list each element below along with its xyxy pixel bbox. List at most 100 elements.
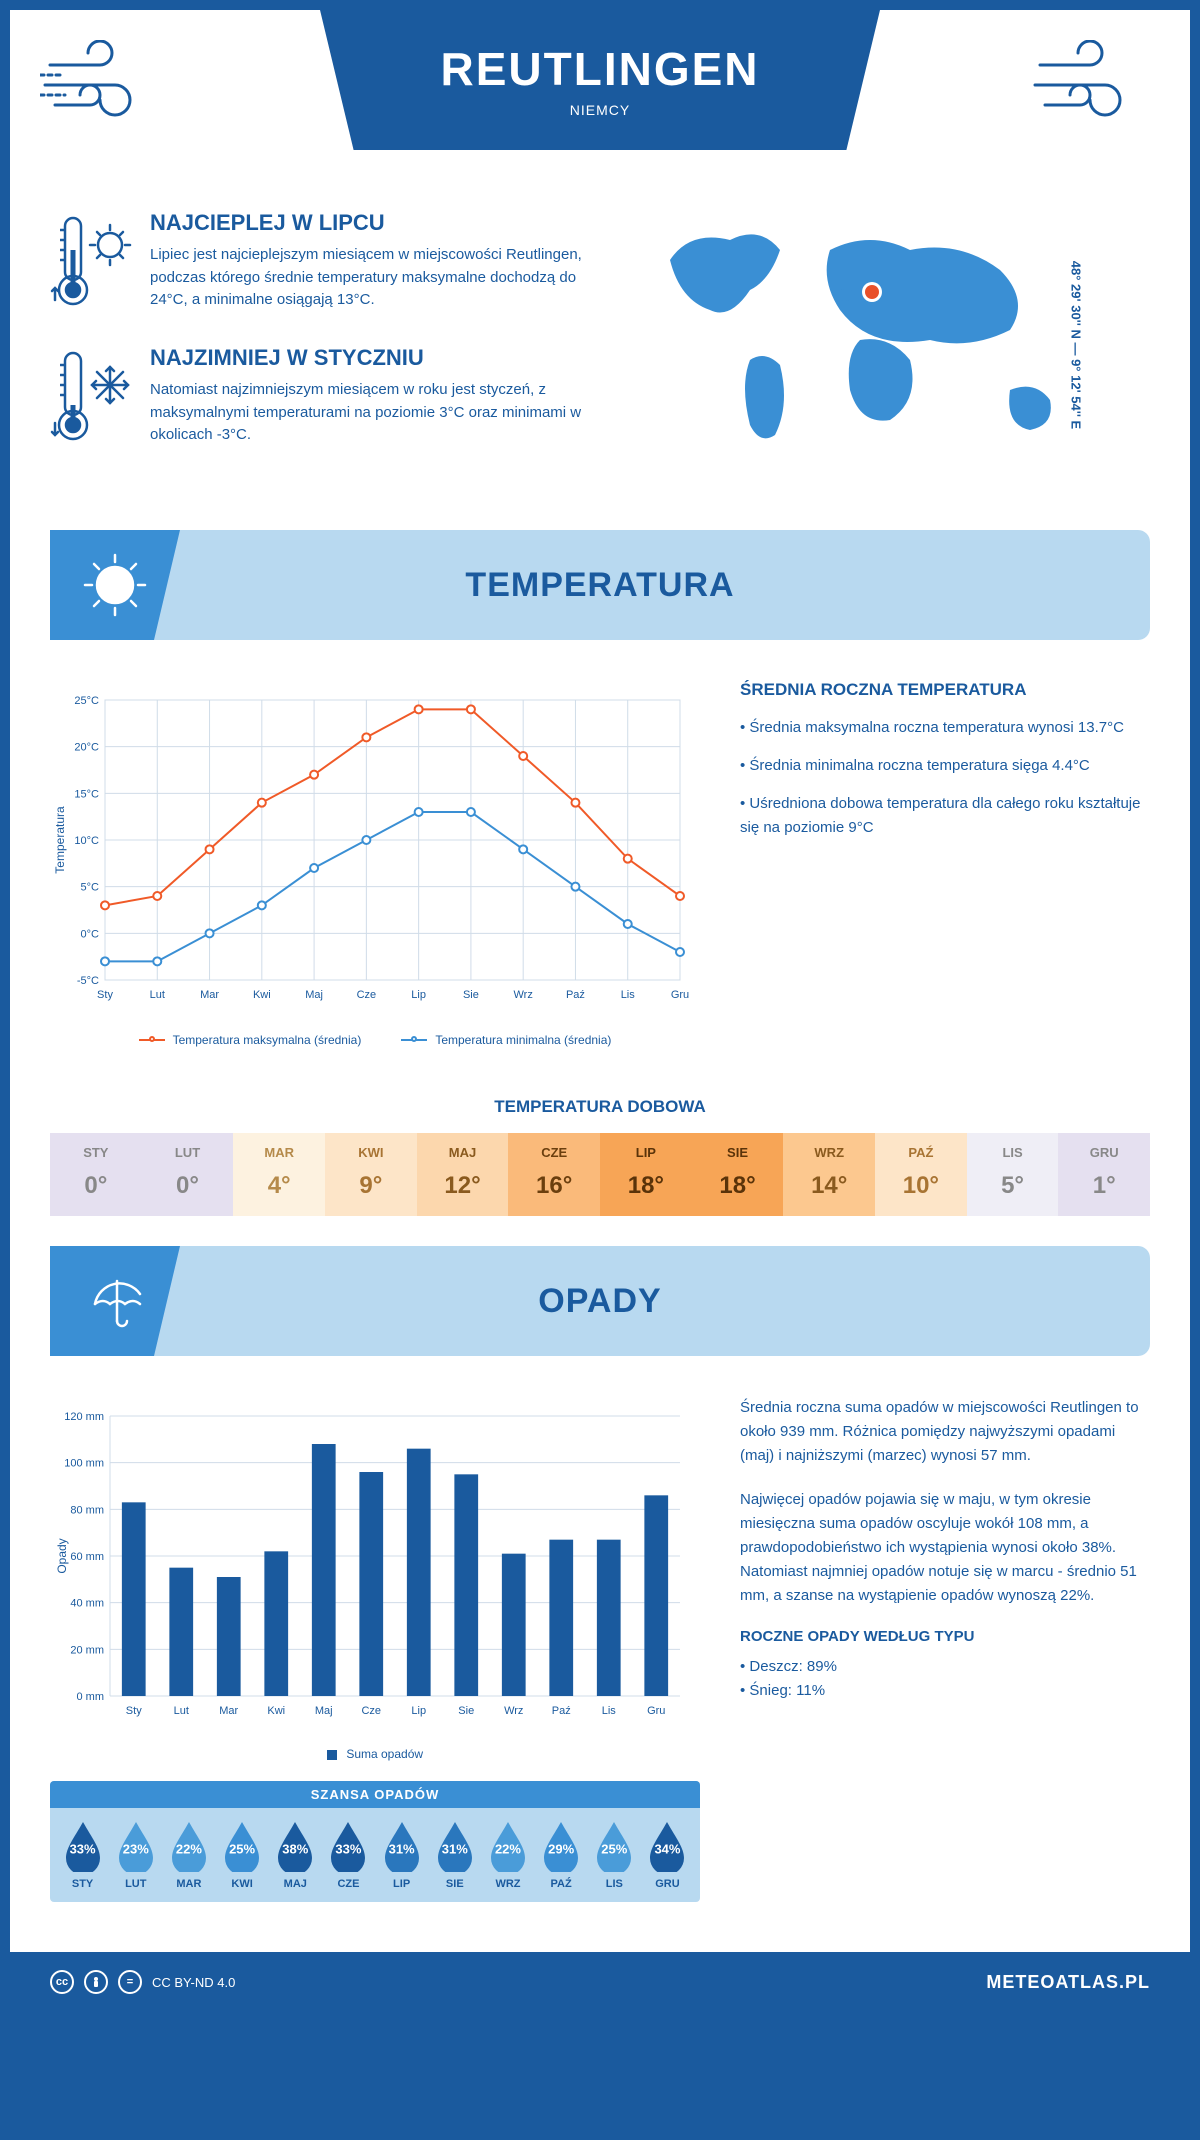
daily-temp-cell: LUT0°: [142, 1133, 234, 1216]
temp-legend: Temperatura maksymalna (średnia) Tempera…: [50, 1033, 700, 1047]
daily-month-label: LUT: [142, 1145, 234, 1160]
svg-text:Maj: Maj: [315, 1705, 333, 1717]
daily-temp-cell: MAJ12°: [417, 1133, 509, 1216]
sun-icon: [50, 530, 180, 640]
raindrop-icon: 22%: [168, 1820, 210, 1872]
svg-text:Sty: Sty: [126, 1705, 142, 1717]
country-subtitle: NIEMCY: [570, 102, 630, 118]
coldest-desc: Natomiast najzimniejszym miesiącem w rok…: [150, 379, 600, 447]
precip-chance-cell: 38% MAJ: [269, 1820, 322, 1890]
precip-chance-cell: 34% GRU: [641, 1820, 694, 1890]
daily-month-label: GRU: [1058, 1145, 1150, 1160]
daily-temp-table: STY0°LUT0°MAR4°KWI9°MAJ12°CZE16°LIP18°SI…: [50, 1133, 1150, 1216]
precip-chance-month: GRU: [641, 1878, 694, 1890]
svg-text:-5°C: -5°C: [77, 975, 99, 987]
header: REUTLINGEN NIEMCY: [10, 10, 1190, 190]
precip-chance-cell: 25% LIS: [588, 1820, 641, 1890]
precip-chance-value: 31%: [434, 1841, 476, 1856]
raindrop-icon: 34%: [646, 1820, 688, 1872]
precip-chance-month: MAJ: [269, 1878, 322, 1890]
thermometer-hot-icon: [50, 210, 150, 315]
svg-text:20°C: 20°C: [74, 742, 99, 754]
daily-month-label: MAJ: [417, 1145, 509, 1160]
precip-chance-month: LUT: [109, 1878, 162, 1890]
daily-temp-title: TEMPERATURA DOBOWA: [10, 1097, 1190, 1117]
precip-type-title: ROCZNE OPADY WEDŁUG TYPU: [740, 1628, 1150, 1645]
daily-temp-value: 18°: [600, 1172, 692, 1200]
svg-text:Lis: Lis: [602, 1705, 617, 1717]
temp-summary-item: • Uśredniona dobowa temperatura dla całe…: [740, 792, 1150, 840]
svg-text:Gru: Gru: [647, 1705, 665, 1717]
precip-chance-value: 33%: [327, 1841, 369, 1856]
svg-text:Cze: Cze: [357, 989, 377, 1001]
precip-chance-month: LIP: [375, 1878, 428, 1890]
svg-text:Maj: Maj: [305, 989, 323, 1001]
precip-chance-month: LIS: [588, 1878, 641, 1890]
svg-text:100 mm: 100 mm: [64, 1458, 104, 1470]
header-banner: REUTLINGEN NIEMCY: [320, 10, 880, 150]
precip-chance-value: 34%: [646, 1841, 688, 1856]
wind-icon-right: [1030, 40, 1160, 135]
daily-temp-value: 10°: [875, 1172, 967, 1200]
city-title: REUTLINGEN: [441, 42, 760, 96]
svg-text:Lut: Lut: [174, 1705, 189, 1717]
precip-legend-swatch: [327, 1750, 337, 1760]
footer-site: METEOATLAS.PL: [986, 1972, 1150, 1993]
precip-left: 0 mm20 mm40 mm60 mm80 mm100 mm120 mmStyL…: [50, 1396, 700, 1902]
daily-month-label: WRZ: [783, 1145, 875, 1160]
precip-chance-value: 25%: [221, 1841, 263, 1856]
precip-chance-month: MAR: [162, 1878, 215, 1890]
daily-month-label: PAŹ: [875, 1145, 967, 1160]
precip-chance-title: SZANSA OPADÓW: [50, 1781, 700, 1808]
raindrop-icon: 25%: [593, 1820, 635, 1872]
svg-text:Gru: Gru: [671, 989, 689, 1001]
legend-min: Temperatura minimalna (średnia): [401, 1033, 611, 1047]
raindrop-icon: 33%: [62, 1820, 104, 1872]
precip-type-item: • Śnieg: 11%: [740, 1679, 1150, 1703]
daily-temp-value: 14°: [783, 1172, 875, 1200]
svg-text:Mar: Mar: [200, 989, 219, 1001]
cc-icon: cc: [50, 1970, 74, 1994]
temperature-section-header: TEMPERATURA: [50, 530, 1150, 640]
svg-text:120 mm: 120 mm: [64, 1411, 104, 1423]
temperature-title: TEMPERATURA: [465, 566, 734, 605]
precip-area: 0 mm20 mm40 mm60 mm80 mm100 mm120 mmStyL…: [10, 1376, 1190, 1922]
daily-month-label: MAR: [233, 1145, 325, 1160]
svg-text:Wrz: Wrz: [514, 989, 533, 1001]
svg-text:25°C: 25°C: [74, 695, 99, 707]
precip-chance-value: 23%: [115, 1841, 157, 1856]
precip-chance-cell: 22% MAR: [162, 1820, 215, 1890]
precip-chance-month: KWI: [216, 1878, 269, 1890]
daily-temp-value: 18°: [692, 1172, 784, 1200]
svg-text:15°C: 15°C: [74, 788, 99, 800]
precip-chance-cell: 22% WRZ: [481, 1820, 534, 1890]
svg-text:Temperatura: Temperatura: [53, 806, 67, 874]
precip-chance-strip: SZANSA OPADÓW 33% STY 23% LUT 22% MAR 25…: [50, 1781, 700, 1902]
temp-summary-item: • Średnia maksymalna roczna temperatura …: [740, 716, 1150, 740]
daily-temp-value: 5°: [967, 1172, 1059, 1200]
svg-text:Paź: Paź: [552, 1705, 571, 1717]
svg-text:Lis: Lis: [621, 989, 636, 1001]
raindrop-icon: 33%: [327, 1820, 369, 1872]
daily-temp-cell: CZE16°: [508, 1133, 600, 1216]
svg-text:Kwi: Kwi: [253, 989, 271, 1001]
daily-temp-cell: STY0°: [50, 1133, 142, 1216]
svg-text:Sie: Sie: [458, 1705, 474, 1717]
precip-chance-cell: 29% PAŹ: [535, 1820, 588, 1890]
precip-chance-value: 25%: [593, 1841, 635, 1856]
precip-chance-cell: 25% KWI: [216, 1820, 269, 1890]
svg-text:Cze: Cze: [361, 1705, 381, 1717]
precip-chance-value: 29%: [540, 1841, 582, 1856]
precip-chance-value: 22%: [487, 1841, 529, 1856]
svg-text:Lip: Lip: [411, 1705, 426, 1717]
daily-temp-value: 4°: [233, 1172, 325, 1200]
svg-text:Lip: Lip: [411, 989, 426, 1001]
license-text: CC BY-ND 4.0: [152, 1975, 235, 1990]
daily-temp-value: 1°: [1058, 1172, 1150, 1200]
legend-max: Temperatura maksymalna (średnia): [139, 1033, 362, 1047]
precip-chance-cell: 31% SIE: [428, 1820, 481, 1890]
daily-temp-cell: LIS5°: [967, 1133, 1059, 1216]
svg-text:5°C: 5°C: [81, 882, 100, 894]
raindrop-icon: 38%: [274, 1820, 316, 1872]
daily-temp-value: 9°: [325, 1172, 417, 1200]
